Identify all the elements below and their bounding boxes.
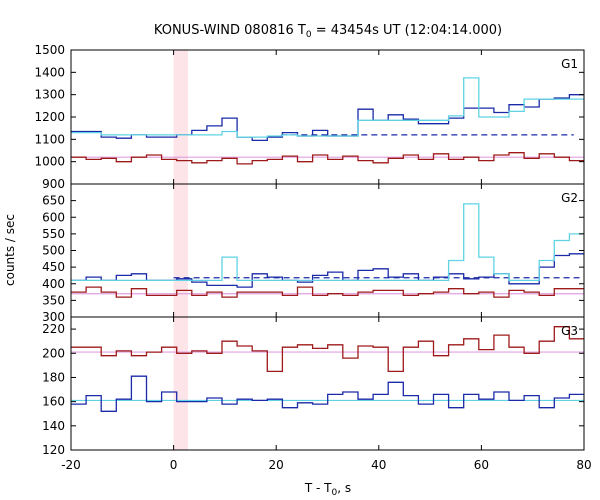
xtick-label: 0	[170, 458, 178, 472]
frame-layer: 900100011001200130014001500G130035040045…	[34, 43, 591, 472]
g2-ytick-label: 600	[42, 210, 65, 224]
g1-ytick-label: 1200	[34, 110, 65, 124]
g2-ytick-label: 550	[42, 227, 65, 241]
g1-ytick-label: 1400	[34, 65, 65, 79]
highlight-band-layer	[173, 50, 188, 450]
g2-ytick-label: 300	[42, 310, 65, 324]
g3-panel-frame	[70, 316, 585, 451]
g3-ytick-label: 160	[42, 395, 65, 409]
g1-series-1	[71, 94, 584, 142]
g2-series-3	[71, 286, 584, 298]
g3-panel-label: G3	[561, 324, 578, 338]
g1-series-3	[71, 152, 584, 165]
g3-ytick-label: 120	[42, 443, 65, 457]
chart-title: KONUS-WIND 080816 T0 = 43454s UT (12:04:…	[154, 23, 502, 40]
xtick-label: -20	[61, 458, 81, 472]
g1-ytick-label: 900	[42, 177, 65, 191]
g2-series-1	[71, 253, 584, 288]
g1-ytick-label: 1300	[34, 88, 65, 102]
trigger-highlight-band	[173, 50, 188, 450]
series-layer	[71, 77, 584, 412]
g2-ytick-label: 450	[42, 260, 65, 274]
xtick-label: 80	[576, 458, 591, 472]
g3-series-1	[71, 326, 584, 373]
g2-ytick-label: 500	[42, 244, 65, 258]
g1-ytick-label: 1100	[34, 132, 65, 146]
g2-ytick-label: 350	[42, 293, 65, 307]
g3-ytick-label: 220	[42, 322, 65, 336]
g2-ytick-label: 650	[42, 194, 65, 208]
x-axis-label: T - T0, s	[304, 481, 351, 498]
g2-series-2	[71, 203, 584, 282]
xtick-label: 20	[269, 458, 284, 472]
y-axis-label: counts / sec	[3, 214, 17, 286]
xtick-label: 40	[371, 458, 386, 472]
g3-ytick-label: 140	[42, 419, 65, 433]
g1-ytick-label: 1500	[34, 43, 65, 57]
g1-panel-label: G1	[561, 57, 578, 71]
g3-ytick-label: 180	[42, 370, 65, 384]
g2-ytick-label: 400	[42, 277, 65, 291]
g3-ytick-label: 200	[42, 346, 65, 360]
g1-ytick-label: 1000	[34, 155, 65, 169]
g3-series-2	[71, 375, 584, 412]
g2-panel-label: G2	[561, 191, 578, 205]
g1-series-2	[71, 77, 584, 138]
xtick-label: 60	[474, 458, 489, 472]
